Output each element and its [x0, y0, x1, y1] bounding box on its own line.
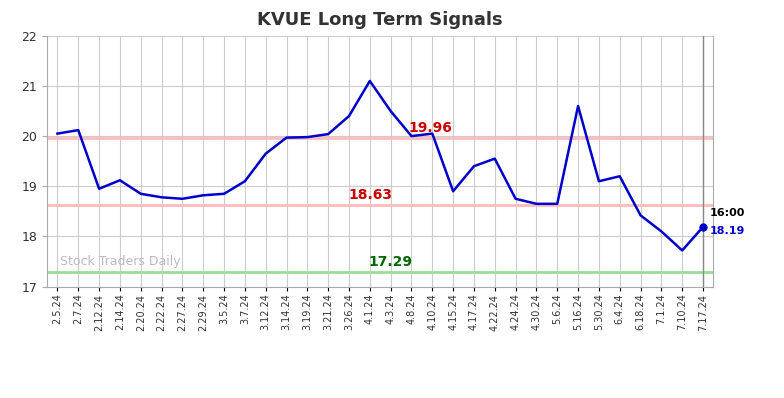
Text: 18.63: 18.63	[349, 188, 393, 202]
Text: Stock Traders Daily: Stock Traders Daily	[60, 255, 181, 268]
Text: 18.19: 18.19	[710, 226, 745, 236]
Text: 16:00: 16:00	[710, 208, 745, 218]
Text: 19.96: 19.96	[408, 121, 452, 135]
Text: 17.29: 17.29	[368, 255, 412, 269]
Title: KVUE Long Term Signals: KVUE Long Term Signals	[257, 11, 503, 29]
